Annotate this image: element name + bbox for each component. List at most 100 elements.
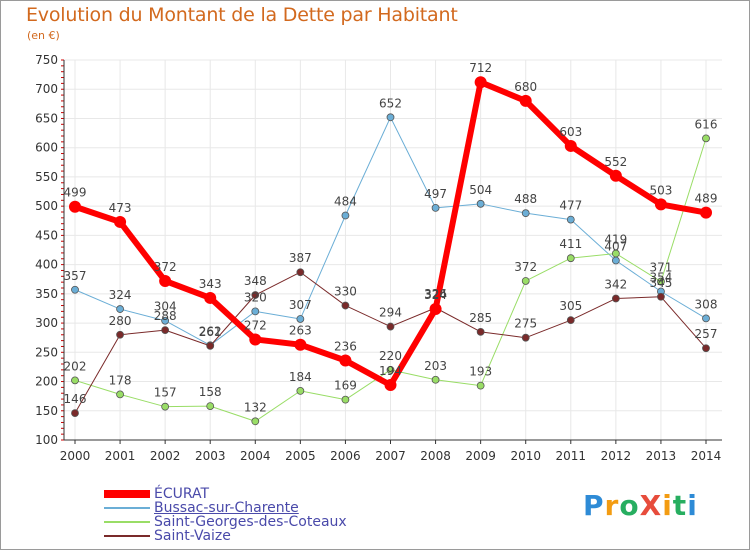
data-label-bussac-sur-charente-2013: 354 (649, 271, 672, 285)
x-tick-label-2007: 2007 (375, 449, 406, 463)
point-saint-georges-des-coteaux-2002 (161, 402, 170, 411)
data-label-saint-georges-des-coteaux-2002: 157 (154, 386, 177, 400)
legend-label-bussac: Bussac-sur-Charente (154, 500, 299, 516)
data-label-saint-vaize-2004: 348 (244, 274, 267, 288)
y-tick-label-450: 450 (35, 228, 58, 242)
data-label-bussac-sur-charente-2008: 497 (424, 187, 447, 201)
data-label-ecurat-2004: 272 (244, 318, 267, 332)
data-label-ecurat-2011: 603 (559, 125, 582, 139)
y-tick-label-200: 200 (35, 375, 58, 389)
legend-label-saint-georges: Saint-Georges-des-Coteaux (154, 514, 347, 530)
data-label-saint-vaize-2007: 294 (379, 306, 402, 320)
point-saint-georges-des-coteaux-2004 (251, 417, 260, 426)
point-saint-georges-des-coteaux-2011 (566, 254, 575, 263)
data-label-saint-georges-des-coteaux-2012: 419 (604, 233, 627, 247)
point-ecurat-2002 (159, 274, 172, 287)
point-bussac-sur-charente-2002 (161, 316, 170, 325)
data-label-saint-vaize-2008: 326 (424, 287, 447, 301)
point-saint-georges-des-coteaux-2000 (71, 376, 79, 385)
y-tick-label-350: 350 (35, 287, 58, 301)
x-tick-label-2005: 2005 (285, 449, 316, 463)
data-label-bussac-sur-charente-2007: 652 (379, 96, 402, 110)
data-label-ecurat-2007: 194 (379, 364, 402, 378)
point-bussac-sur-charente-2009 (476, 199, 485, 208)
proxiti-logo: ProXiti (583, 489, 698, 522)
point-ecurat-2000 (69, 200, 81, 213)
data-label-saint-georges-des-coteaux-2003: 158 (199, 385, 222, 399)
y-tick-label-100: 100 (35, 433, 58, 447)
data-label-bussac-sur-charente-2011: 477 (559, 199, 582, 213)
y-tick-label-500: 500 (35, 199, 58, 213)
x-tick-label-2004: 2004 (240, 449, 271, 463)
data-label-saint-vaize-2002: 288 (154, 309, 177, 323)
data-label-saint-vaize-2014: 257 (695, 327, 718, 341)
y-tick-label-700: 700 (35, 82, 58, 96)
legend-swatch-saint-georges (104, 521, 150, 523)
legend-swatch-ecurat (104, 490, 150, 498)
x-tick-label-2000: 2000 (60, 449, 91, 463)
point-saint-georges-des-coteaux-2012 (611, 249, 620, 258)
y-tick-label-750: 750 (35, 53, 58, 67)
data-label-bussac-sur-charente-2012: 407 (604, 240, 627, 254)
data-label-saint-vaize-2005: 387 (289, 251, 312, 265)
chart-title: Evolution du Montant de la Dette par Hab… (26, 4, 458, 26)
point-bussac-sur-charente-2011 (566, 215, 575, 224)
data-label-bussac-sur-charente-2000: 357 (64, 269, 87, 283)
point-saint-georges-des-coteaux-2006 (341, 395, 350, 404)
legend-swatch-bussac (104, 507, 150, 509)
legend-item-saint-vaize: Saint-Vaize (104, 529, 347, 543)
point-ecurat-2005 (294, 338, 307, 351)
data-label-bussac-sur-charente-2006: 484 (334, 195, 357, 209)
x-tick-label-2010: 2010 (510, 449, 541, 463)
point-saint-georges-des-coteaux-2005 (296, 386, 305, 395)
point-bussac-sur-charente-2010 (521, 209, 530, 218)
x-tick-label-2014: 2014 (691, 449, 722, 463)
point-bussac-sur-charente-2004 (251, 307, 260, 316)
point-bussac-sur-charente-2014 (702, 314, 710, 323)
data-label-bussac-sur-charente-2009: 504 (469, 183, 492, 197)
point-saint-vaize-2014 (702, 344, 710, 353)
point-saint-georges-des-coteaux-2009 (476, 381, 485, 390)
data-label-ecurat-2000: 499 (64, 186, 87, 200)
data-label-saint-georges-des-coteaux-2005: 184 (289, 370, 312, 384)
data-label-saint-georges-des-coteaux-2010: 372 (514, 260, 537, 274)
data-label-saint-georges-des-coteaux-2013: 371 (649, 261, 672, 275)
data-label-saint-georges-des-coteaux-2004: 132 (244, 400, 267, 414)
point-saint-vaize-2006 (341, 301, 350, 310)
point-saint-georges-des-coteaux-2013 (657, 277, 665, 286)
point-ecurat-2008 (429, 303, 442, 316)
point-bussac-sur-charente-2005 (296, 315, 305, 323)
data-label-ecurat-2008: 324 (424, 288, 447, 302)
data-label-saint-georges-des-coteaux-2001: 178 (109, 373, 132, 387)
point-ecurat-2014 (700, 206, 712, 219)
point-saint-vaize-2010 (521, 333, 530, 342)
point-ecurat-2001 (114, 215, 127, 228)
data-label-saint-vaize-2003: 261 (199, 325, 222, 339)
data-label-ecurat-2002: 372 (154, 260, 177, 274)
legend-label-ecurat: ÉCURAT (154, 486, 210, 502)
data-label-bussac-sur-charente-2003: 262 (199, 324, 222, 338)
data-label-ecurat-2003: 343 (199, 277, 222, 291)
data-label-saint-vaize-2009: 285 (469, 311, 492, 325)
data-label-ecurat-2012: 552 (604, 155, 627, 169)
x-tick-label-2012: 2012 (601, 449, 632, 463)
point-bussac-sur-charente-2008 (431, 204, 440, 212)
point-saint-vaize-2007 (386, 322, 395, 331)
x-tick-label-2011: 2011 (556, 449, 587, 463)
point-saint-georges-des-coteaux-2008 (431, 375, 440, 384)
point-saint-georges-des-coteaux-2007 (386, 365, 395, 374)
point-bussac-sur-charente-2007 (386, 113, 395, 122)
point-saint-georges-des-coteaux-2014 (702, 134, 710, 143)
point-saint-vaize-2005 (296, 268, 305, 277)
point-saint-vaize-2003 (206, 341, 215, 350)
y-tick-label-300: 300 (35, 316, 58, 330)
data-label-ecurat-2013: 503 (649, 183, 672, 197)
point-saint-georges-des-coteaux-2001 (116, 390, 124, 399)
x-tick-label-2003: 2003 (195, 449, 226, 463)
y-tick-label-650: 650 (35, 111, 58, 125)
y-tick-label-150: 150 (35, 404, 58, 418)
x-tick-label-2013: 2013 (646, 449, 677, 463)
legend-item-ecurat: ÉCURAT (104, 487, 347, 501)
data-label-saint-vaize-2011: 305 (559, 299, 582, 313)
point-saint-vaize-2002 (161, 326, 170, 334)
